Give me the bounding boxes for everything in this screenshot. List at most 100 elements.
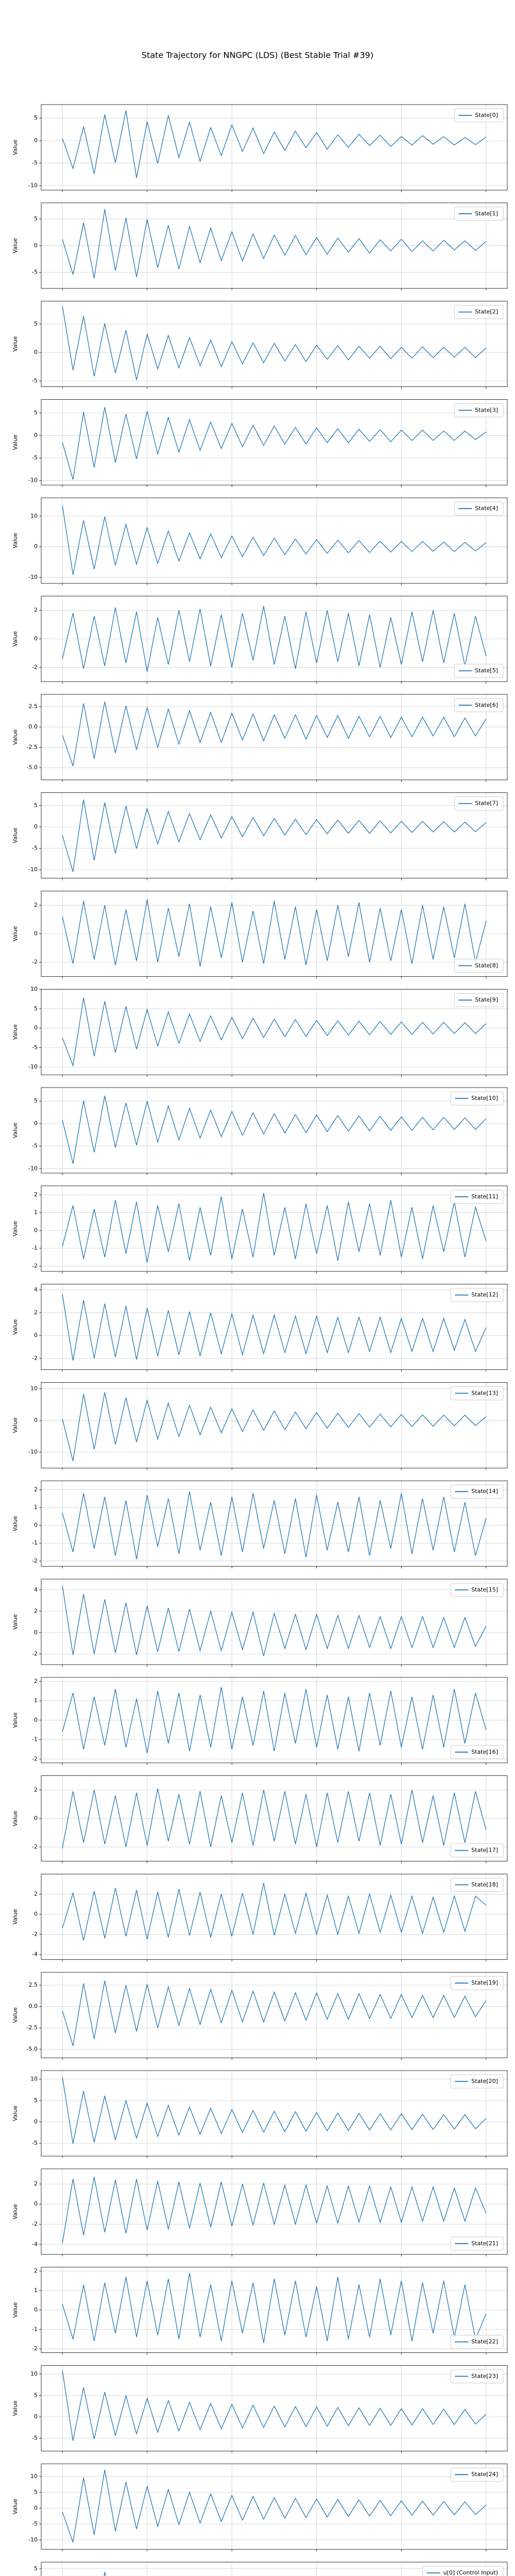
data-line: [62, 1193, 487, 1263]
legend: State[5]: [454, 664, 504, 678]
legend: State[8]: [454, 958, 504, 973]
y-tick-label: -5.0: [27, 2046, 38, 2053]
legend-label: State[22]: [471, 2338, 498, 2345]
data-line: [62, 2273, 487, 2343]
legend-label: State[9]: [475, 996, 498, 1003]
subplot: -5 0 5 Value State[2]: [12, 301, 508, 389]
y-tick-label: -2: [32, 1843, 38, 1850]
legend-label: u[0] (Control Input): [443, 2569, 498, 2576]
axes-frame: [41, 694, 508, 781]
y-tick-label: 0: [34, 1629, 38, 1636]
y-tick-label: 0: [34, 1025, 38, 1031]
legend-label: State[1]: [475, 210, 498, 217]
y-tick-label: -1: [32, 1539, 38, 1546]
y-tick-label: 10: [30, 2370, 38, 2377]
subplot: -5.0 -2.5 0.0 2.5 Value State[6]: [12, 694, 508, 782]
y-tick-label: 0: [34, 635, 38, 642]
y-axis-label: Value: [12, 926, 19, 941]
legend-label: State[19]: [471, 1979, 498, 1986]
data-line: [62, 1883, 487, 1941]
y-tick-label: -10: [28, 1449, 38, 1455]
y-tick-label: 0: [34, 2119, 38, 2125]
y-tick-label: 0: [34, 1417, 38, 1423]
legend-box: [454, 305, 504, 319]
y-axis-label: Value: [12, 1810, 19, 1826]
subplot: -4 -2 0 2 Value State[18]: [12, 1873, 508, 1962]
y-tick-label: -5: [32, 2520, 38, 2527]
y-axis-label: Value: [12, 827, 19, 843]
y-tick-label: 5: [34, 114, 38, 121]
axes-frame: [41, 1972, 508, 2058]
subplot: -5 0 5 Value State[1]: [12, 202, 508, 291]
y-tick-label: 2: [34, 1607, 38, 1614]
axes-frame: [41, 1284, 508, 1370]
y-tick-label: -1: [32, 2326, 38, 2332]
data-line: [62, 606, 487, 672]
y-axis-label: Value: [12, 729, 19, 744]
legend-box: [454, 796, 504, 811]
legend-box: [422, 2566, 504, 2576]
legend: State[19]: [450, 1976, 504, 1990]
legend: State[6]: [454, 698, 504, 713]
y-axis-label: Value: [12, 140, 19, 155]
legend: State[21]: [450, 2236, 504, 2251]
y-tick-label: -1: [32, 1245, 38, 1251]
subplot: -2 0 2 Value State[17]: [12, 1775, 508, 1863]
y-tick-label: 5: [34, 1005, 38, 1012]
subplot: -10 0 10 Value State[13]: [12, 1382, 508, 1470]
y-tick-label: -2: [32, 664, 38, 670]
axes-frame: [41, 2168, 508, 2255]
y-tick-label: 0: [34, 2200, 38, 2207]
legend-box: [450, 1843, 504, 1858]
y-tick-label: -5: [32, 160, 38, 166]
y-tick-label: 1: [34, 1697, 38, 1704]
y-tick-label: -2: [32, 2345, 38, 2352]
y-tick-label: 2: [34, 1786, 38, 1793]
subplot: -10 -5 0 5 Value State[3]: [12, 399, 508, 487]
y-tick-label: -2: [32, 1931, 38, 1938]
y-tick-label: 5: [34, 2097, 38, 2104]
subplot: -10 0 10 Value State[4]: [12, 497, 508, 586]
y-tick-label: -5: [32, 1044, 38, 1050]
y-tick-label: 2: [34, 2267, 38, 2274]
y-axis-label: Value: [12, 2499, 19, 2514]
y-tick-label: -1: [32, 1736, 38, 1743]
y-tick-label: -2.5: [27, 2024, 38, 2031]
y-tick-label: -2: [32, 2221, 38, 2227]
legend-box: [450, 2369, 504, 2383]
legend-label: State[16]: [471, 1749, 498, 1755]
legend-label: State[7]: [475, 800, 498, 807]
legend: State[13]: [450, 1386, 504, 1400]
y-tick-label: 0: [34, 1911, 38, 1918]
y-axis-label: Value: [12, 1123, 19, 1138]
data-line: [62, 1392, 487, 1462]
y-tick-label: 1: [34, 1504, 38, 1511]
legend: State[11]: [450, 1190, 504, 1204]
subplot: -4 -2 0 2 Value State[21]: [12, 2168, 508, 2257]
axes-frame: [41, 1579, 508, 1665]
y-tick-label: 2: [34, 607, 38, 614]
y-tick-label: 5: [34, 2565, 38, 2572]
legend-label: State[21]: [471, 2240, 498, 2247]
subplot: -2 0 2 Value State[8]: [12, 891, 508, 979]
legend-box: [450, 2467, 504, 2482]
legend-label: State[10]: [471, 1095, 498, 1101]
y-axis-label: Value: [12, 1712, 19, 1727]
y-tick-label: -10: [28, 1063, 38, 1070]
y-tick-label: 10: [30, 513, 38, 519]
subplot: -5.0 -2.5 0.0 2.5 Value State[19]: [12, 1972, 508, 2060]
data-line: [62, 1491, 487, 1560]
y-tick-label: -4: [32, 2241, 38, 2247]
subplot: -2 -1 0 1 2 Value State[11]: [12, 1185, 508, 1274]
axes-frame: [41, 2365, 508, 2451]
y-tick-label: 2: [34, 1309, 38, 1316]
y-axis-label: Value: [12, 1516, 19, 1531]
y-tick-label: 0: [34, 930, 38, 937]
y-tick-label: 0: [34, 1227, 38, 1233]
data-line: [62, 1687, 487, 1754]
y-tick-label: -5: [32, 269, 38, 276]
y-tick-label: 0: [34, 1120, 38, 1127]
legend: State[1]: [454, 207, 504, 221]
legend-box: [450, 1091, 504, 1106]
data-line: [62, 1294, 487, 1361]
